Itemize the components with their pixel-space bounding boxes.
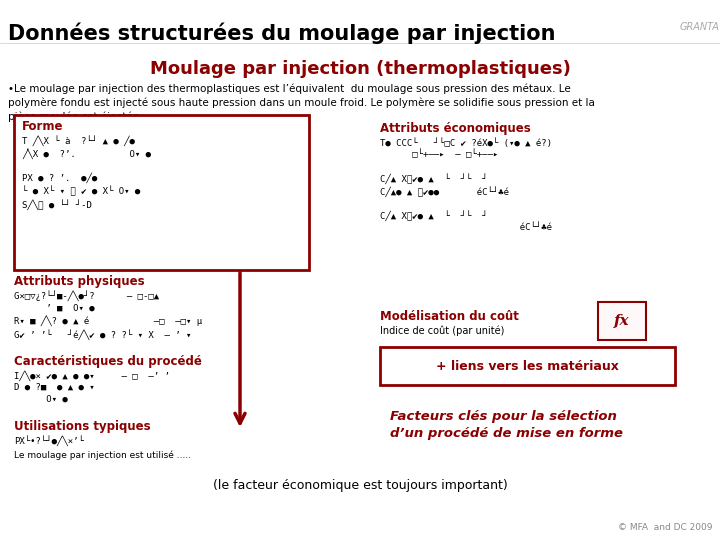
Text: Utilisations typiques: Utilisations typiques [14,420,150,433]
Text: Caractéristiques du procédé: Caractéristiques du procédé [14,355,202,368]
Text: T● CCC└   ┘└□C ✔ ?éX●└ (▾● ▲ é?)
      □└+——▸  — □└+——▸

C╱▲ X⌢✔● ▲  └  ┘└  ┘
C╱: T● CCC└ ┘└□C ✔ ?éX●└ (▾● ▲ é?) □└+——▸ — … [380,138,552,232]
Text: •Le moulage par injection des thermoplastiques est l’équivalent  du moulage sous: •Le moulage par injection des thermoplas… [8,83,595,122]
Text: T ╱╲X └ à  ?└┘ ▲ ● ╱●
╱╲X ●  ?’.          O▾ ●

PX ● ? ’.  ●╱●
└ ● X└ ▾ ⌢ ✔ ● X└: T ╱╲X └ à ?└┘ ▲ ● ╱● ╱╲X ● ?’. O▾ ● PX ●… [22,135,151,210]
Text: fx: fx [614,314,630,328]
Text: Facteurs clés pour la sélection
d’un procédé de mise en forme: Facteurs clés pour la sélection d’un pro… [390,410,623,440]
Text: GRANTA: GRANTA [680,22,720,32]
Bar [598,302,646,340]
Text: + liens vers les matériaux: + liens vers les matériaux [436,360,618,373]
Text: Attributs physiques: Attributs physiques [14,275,145,288]
Bar [380,347,675,385]
Bar [14,115,309,270]
Text: Forme: Forme [22,120,63,133]
Text: PX└•?└┘●╱╲×’└: PX└•?└┘●╱╲×’└ [14,435,84,457]
Text: Modélisation du coût: Modélisation du coût [380,310,519,323]
Text: Indice de coût (par unité): Indice de coût (par unité) [380,325,505,335]
Text: Le moulage par injection est utilisé .....: Le moulage par injection est utilisé ...… [14,450,191,460]
Text: (le facteur économique est toujours important): (le facteur économique est toujours impo… [212,478,508,491]
Text: Données structurées du moulage par injection: Données structurées du moulage par injec… [8,22,556,44]
Text: Moulage par injection (thermoplastiques): Moulage par injection (thermoplastiques) [150,60,570,78]
Text: G×□▽¿?└┘■-╱╲●┘?      — □-□▲
      ’ ■  O▾ ●
R▾ ■ ╱╲? ● ▲ é            —□  —□▾ μ
: G×□▽¿?└┘■-╱╲●┘? — □-□▲ ’ ■ O▾ ● R▾ ■ ╱╲?… [14,290,202,340]
Text: © MFA  and DC 2009: © MFA and DC 2009 [618,523,712,532]
Text: Attributs économiques: Attributs économiques [380,122,531,135]
Text: I╱╲●× ✔● ▲ ● ●▾     — □  —’ ’
D ● ?■  ● ▲ ● ▾
      O▾ ●: I╱╲●× ✔● ▲ ● ●▾ — □ —’ ’ D ● ?■ ● ▲ ● ▾ … [14,370,170,403]
